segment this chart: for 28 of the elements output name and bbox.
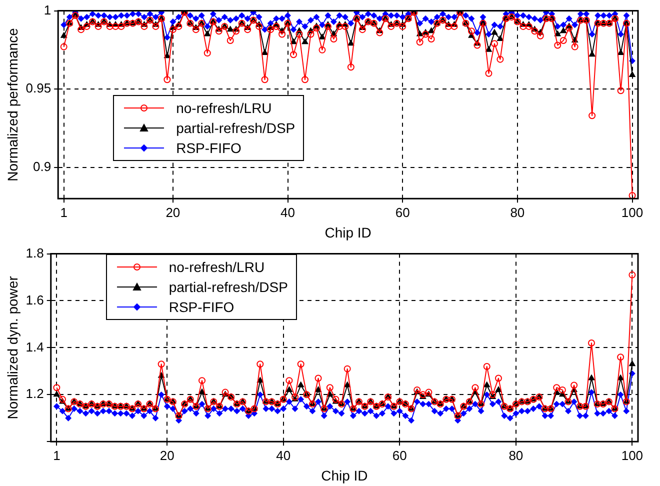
- y-tick-label: 0.95: [26, 80, 52, 96]
- x-tick-label: 40: [280, 204, 295, 220]
- y-tick-label: 1.2: [26, 386, 44, 402]
- y-tick-label: 1.4: [26, 339, 44, 354]
- x-tick-label: 40: [276, 448, 291, 463]
- legend-label: no-refresh/LRU: [176, 99, 272, 118]
- x-tick-label: 20: [166, 204, 180, 220]
- legend-label: RSP-FIFO: [176, 139, 242, 158]
- y-tick-label: 1.6: [26, 292, 44, 308]
- x-tick-label: 80: [508, 448, 524, 463]
- y-tick-label: 0.9: [33, 158, 52, 174]
- x-tick-label: 60: [395, 204, 410, 220]
- y-axis-title: Normalized performance: [4, 28, 20, 182]
- legend-label: partial-refresh/DSP: [168, 278, 288, 297]
- x-tick-label: 60: [392, 448, 407, 463]
- x-tick-label: 100: [621, 204, 644, 220]
- x-tick-label: 100: [621, 448, 644, 463]
- x-axis-title: Chip ID: [324, 224, 372, 240]
- y-tick-label: 1: [44, 2, 52, 18]
- legend-label: RSP-FIFO: [168, 298, 234, 317]
- legend-label: partial-refresh/DSP: [176, 119, 296, 138]
- y-axis-title: Normalized dyn. power: [4, 276, 20, 420]
- x-tick-label: 20: [160, 448, 174, 463]
- y-tick-label: 1.8: [26, 245, 44, 260]
- x-tick-label: 80: [510, 204, 525, 220]
- legend-label: no-refresh/LRU: [168, 258, 265, 277]
- x-axis-title: Chip ID: [321, 467, 368, 484]
- x-tick-label: 1: [60, 204, 68, 220]
